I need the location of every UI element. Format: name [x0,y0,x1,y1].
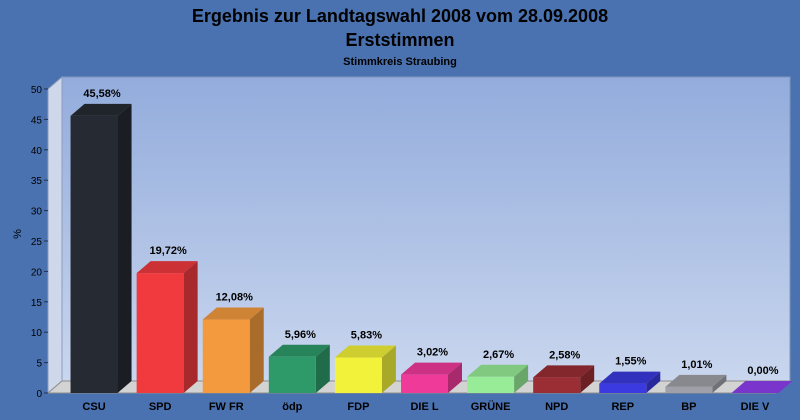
bar-value-label: 45,58% [83,88,121,100]
x-tick-label: FDP [347,401,369,413]
bar-top [202,307,264,320]
bar-side [249,307,264,393]
bar-value-label: 2,58% [549,349,580,361]
bar-group-gr-ne: 2,67% GRÜNE [467,349,529,413]
bar-side [183,261,198,393]
x-tick-label: SPD [149,401,172,413]
bar-side [315,344,330,393]
x-tick-label: BP [681,401,696,413]
bar-top [136,261,198,274]
bar-top [731,381,793,393]
x-tick-label: FW FR [209,401,244,413]
y-tick-label: 30 [31,207,43,218]
bar-top [268,344,330,357]
chart-caption: Stimmkreis Straubing [343,56,457,68]
chart-title: Ergebnis zur Landtagswahl 2008 vom 28.09… [192,6,608,26]
bar-value-label: 19,72% [149,245,187,257]
y-tick-label: 0 [36,389,42,400]
bar-top [665,374,727,387]
bar-value-label: 0,00% [747,365,778,377]
bar-top [401,362,462,375]
bar-side [381,345,396,393]
bar-side [646,371,661,393]
bar-value-label: 5,96% [285,329,316,341]
bar [467,376,515,393]
chart-subtitle: Erststimmen [345,30,454,50]
bar [599,383,647,393]
y-tick-label: 50 [31,85,43,96]
bar-group-fdp: 5,83% FDP [334,330,396,413]
y-tick-label: 5 [36,359,42,370]
bar-top [467,364,529,377]
bar-group-npd: 2,58% NPD [533,349,595,413]
x-tick-label: DIE L [410,401,438,413]
bar [70,115,118,393]
y-axis-label: % [12,229,24,239]
y-tick-label: 40 [31,146,43,157]
y-tick-label: 45 [31,115,43,126]
bar-group-fw-fr: 12,08% FW FR [202,292,264,413]
x-tick-label: GRÜNE [471,400,511,413]
bar [401,374,448,393]
bar-value-label: 2,67% [483,349,514,361]
bar-group-die-v: 0,00% DIE V [731,365,793,413]
bar-top [334,345,396,358]
bar-value-label: 1,55% [615,356,646,368]
x-tick-label: DIE V [741,401,770,413]
x-tick-label: NPD [545,401,568,413]
bar-value-label: 1,01% [681,359,712,371]
bar [334,357,382,393]
bar-group-bp: 1,01% BP [665,359,727,413]
x-tick-label: CSU [82,401,105,413]
bar-side [514,364,529,393]
bar-value-label: 12,08% [216,292,254,304]
bar-group-spd: 19,72% SPD [136,245,198,413]
bar-group-rep: 1,55% REP [599,356,661,413]
bar-top [70,103,132,116]
bar-group--dp: 5,96% ödp [268,329,330,413]
bar-side [712,374,727,393]
bar-group-csu: 45,58% CSU [70,88,132,413]
bar [533,377,581,393]
bar [665,386,713,393]
plot-left-wall [47,75,63,395]
bar-side [117,103,132,393]
bar-value-label: 5,83% [351,330,382,342]
bar-side [448,362,462,393]
y-tick-label: 15 [31,298,43,309]
y-tick-label: 20 [31,267,43,278]
y-tick-label: 25 [31,237,43,248]
x-tick-label: ödp [282,401,302,413]
bar [268,356,316,393]
bar [136,273,184,393]
x-tick-label: REP [611,401,634,413]
bar-side [580,365,595,393]
bar-top [533,365,595,378]
bar-value-label: 3,02% [417,347,448,359]
bar-group-die-l: 3,02% DIE L [401,347,462,413]
y-tick-label: 35 [31,176,43,187]
bar-top [599,371,661,384]
bar [202,319,250,393]
y-tick-label: 10 [31,328,43,339]
